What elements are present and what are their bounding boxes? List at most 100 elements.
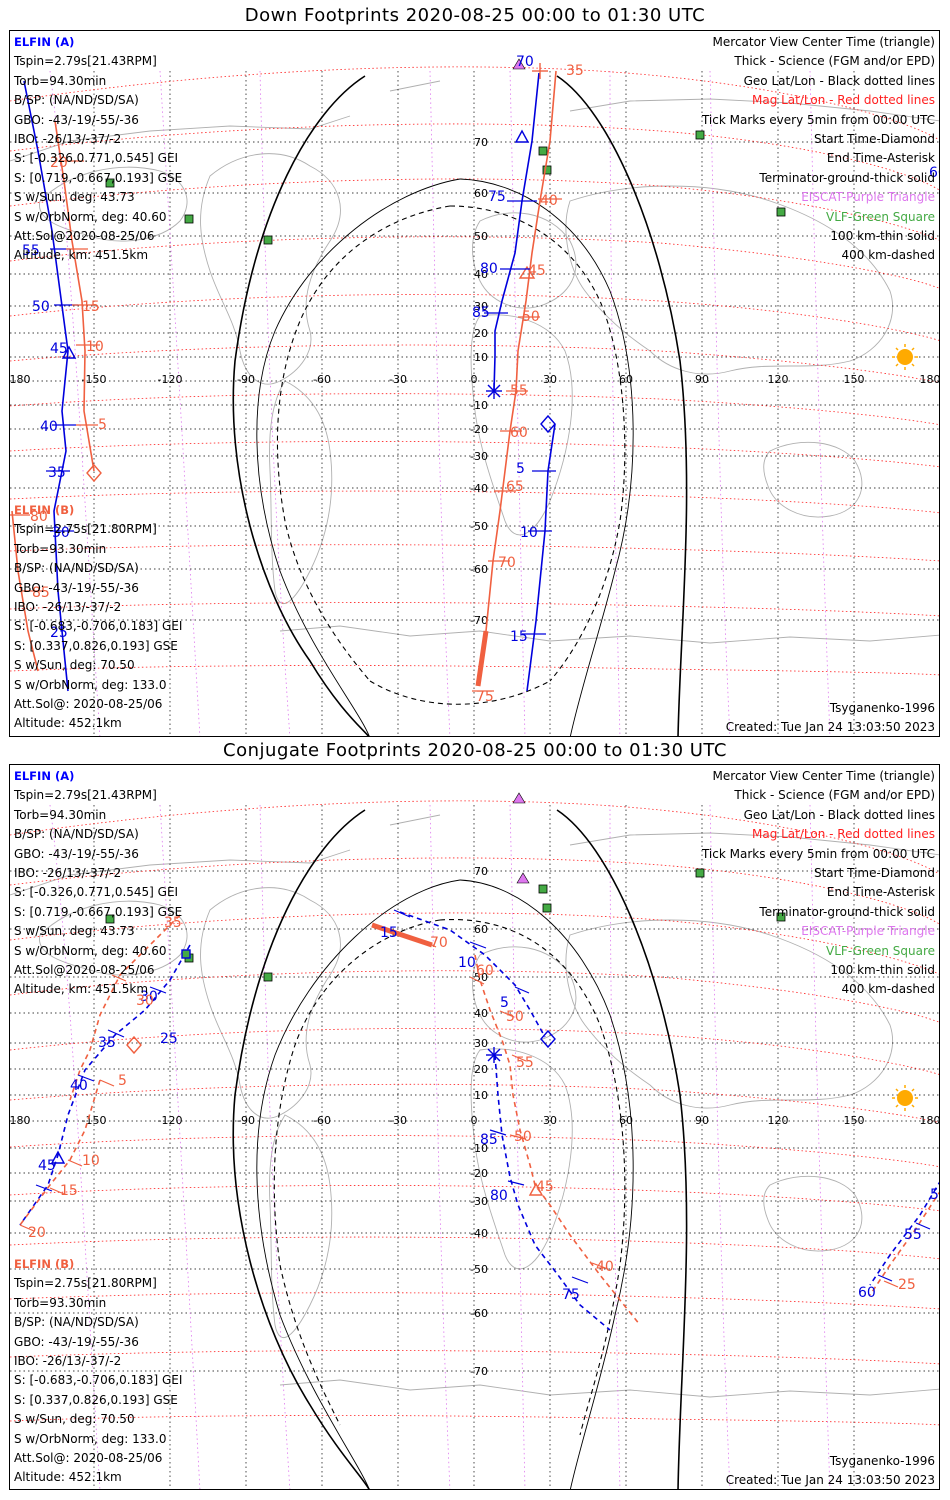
lon-tick-label: 90: [695, 1114, 709, 1127]
orbit-tick-label: 55: [516, 1055, 534, 1071]
info-line: Altitude: 452.1km: [14, 716, 122, 731]
info-line: IBO: -26/13/-37/-2: [14, 1353, 122, 1368]
legend-item: Terminator-ground-thick solid: [759, 170, 935, 185]
green-square-icon: [776, 912, 786, 922]
info-line: IBO: -26/13/-37/-2: [14, 599, 122, 614]
orbit-tick-label: 65: [506, 479, 524, 495]
legend-item: Mercator View Center Time (triangle): [712, 35, 935, 49]
purple-triangle-icon: [512, 58, 526, 70]
orbit-tick-label: 70: [498, 555, 516, 571]
lat-tick-label: -10: [470, 1142, 488, 1155]
info-line: Altitude: 452.1km: [14, 1470, 122, 1485]
geo-lon-grid: [93, 805, 855, 1489]
legend-item: 100 km-thin solid: [830, 962, 935, 977]
orbit-tick-label: 35: [48, 465, 66, 481]
legend-item: Mag Lat/Lon - Red dotted lines: [751, 827, 935, 842]
model-label: Tsyganenko-1996: [829, 1454, 935, 1468]
purple-triangle-icon: [512, 792, 526, 804]
orbit-tick-label: 60: [476, 963, 494, 979]
legend-item: EISCAT-Purple Triangle: [801, 924, 935, 939]
info-line: Altitude, km: 451.5km: [14, 248, 149, 263]
orbit-tick-label: 20: [50, 155, 68, 171]
green-square-icon: [263, 235, 273, 245]
triangle-icon: [61, 345, 77, 359]
lon-tick-label: -120: [158, 1114, 183, 1127]
orbit-tick-label: 30: [52, 525, 70, 541]
sun-icon: [892, 344, 918, 370]
lat-tick-label: -40: [470, 482, 488, 495]
orbit-tick-label: 50: [930, 1187, 940, 1203]
info-line: S: [-0.326,0.771,0.545] GEI: [14, 885, 179, 900]
legend-item: 100 km-thin solid: [830, 228, 935, 243]
legend-item: VLF-Green Square: [826, 943, 935, 958]
info-line: S: [0.337,0.826,0.193] GSE: [14, 638, 178, 653]
lon-tick-label: 90: [695, 373, 709, 386]
lat-tick-label: 60: [474, 923, 488, 936]
lat-tick-label: 20: [474, 1063, 488, 1076]
elfin-b-info: ELFIN (B) Tspin=2.75s[21.80RPM] Torb=93.…: [14, 1255, 182, 1488]
legend-item: Tick Marks every 5min from 00:00 UTC: [701, 846, 935, 861]
info-line: Tspin=2.79s[21.43RPM]: [14, 54, 157, 69]
footprint-panel-conjugate: -180 -150 -120 -90 -60 -30 0 30 60 90 120 150 180 70…: [9, 764, 940, 1490]
info-line: S w/OrbNorm, deg: 40.60: [14, 943, 167, 958]
diamond-icon: [126, 1035, 142, 1055]
elfin-a-header: ELFIN (A): [14, 35, 75, 49]
lon-tick-label: -90: [237, 1114, 255, 1127]
map-canvas-down: -180 -150 -120 -90 -60 -30 0 30 60 90 120 150 180 70…: [10, 54, 939, 736]
green-square-icon: [542, 903, 552, 913]
lon-tick-labels: -180 -150 -120 -90 -60 -30 0 30 60 90 120 150 180: [10, 373, 939, 386]
orbit-tick-label: 5: [98, 417, 107, 433]
info-line: GBO: -43/-19/-55/-36: [14, 846, 139, 861]
legend-item: VLF-Green Square: [826, 209, 935, 224]
orbit-tick-label: 55: [904, 1227, 922, 1243]
orbit-tick-label: 55: [510, 383, 528, 399]
green-square-icon: [538, 884, 548, 894]
legend-item: Mag Lat/Lon - Red dotted lines: [751, 93, 935, 108]
lat-tick-label: 40: [474, 268, 488, 281]
orbit-tick-label: 30: [136, 993, 154, 1009]
orbit-tick-label: 60: [510, 425, 528, 441]
orbit-tick-label: 50: [32, 299, 50, 315]
elfin-a-header: ELFIN (A): [14, 769, 75, 783]
lat-tick-label: 60: [474, 187, 488, 200]
legend: Mercator View Center Time (triangle) Thi…: [702, 767, 935, 1000]
orbit-tick-label: 85: [472, 305, 490, 321]
vlf-stations: [105, 130, 786, 245]
orbit-tick-label: 10: [520, 525, 538, 541]
mag-lat-grid: [10, 66, 939, 676]
orbit-tick-label: 60: [858, 1285, 876, 1301]
orbit-tick-label: 75: [476, 689, 494, 705]
info-line: S w/Sun, deg: 43.73: [14, 190, 135, 205]
orbit-tick-label: 20: [28, 1225, 46, 1241]
orbit-tick-label: 80: [30, 509, 48, 525]
info-line: S: [-0.326,0.771,0.545] GEI: [14, 151, 179, 166]
panel-title-down: Down Footprints 2020-08-25 00:00 to 01:3…: [244, 5, 706, 26]
info-line: S w/Sun, deg: 70.50: [14, 658, 135, 673]
info-line: Att.Sol@: 2020-08-25/06: [14, 1450, 163, 1465]
info-line: S: [-0.683,-0.706,0.183] GEI: [14, 619, 183, 634]
purple-triangle-icon: [516, 872, 530, 884]
orbit-tick-label: 45: [38, 1158, 56, 1174]
info-line: Torb=94.30min: [14, 73, 107, 88]
lon-tick-label: -150: [82, 373, 107, 386]
green-square-icon: [181, 949, 191, 959]
legend-item: Thick - Science (FGM and/or EPD): [734, 54, 935, 69]
asterisk-icon: [532, 63, 548, 79]
orbit-tick-label: 35: [566, 63, 584, 79]
legend-item: Start Time-Diamond: [813, 131, 935, 146]
orbit-markers: [61, 63, 556, 483]
orbit-tick-label: 15: [60, 1183, 78, 1199]
lat-tick-label: -20: [470, 423, 488, 436]
lat-tick-label: -60: [470, 1307, 488, 1320]
vlf-stations: [105, 868, 786, 982]
info-line: IBO: -26/13/-37/-2: [14, 131, 122, 146]
orbit-tick-label: 40: [596, 1259, 614, 1275]
lon-tick-label: 180: [920, 1114, 941, 1127]
orbit-tick-label: 45: [536, 1179, 554, 1195]
green-square-icon: [695, 130, 705, 140]
info-line: S w/Sun, deg: 43.73: [14, 924, 135, 939]
green-square-icon: [105, 914, 115, 924]
lat-tick-label: -50: [470, 520, 488, 533]
